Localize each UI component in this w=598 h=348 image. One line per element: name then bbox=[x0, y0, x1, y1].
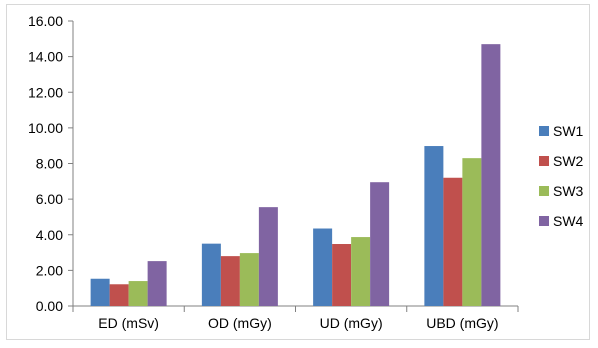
legend-label-sw1: SW1 bbox=[553, 123, 584, 139]
bar-sw4-0 bbox=[147, 261, 167, 306]
y-tick-label: 6.00 bbox=[36, 191, 63, 207]
bar-sw2-3 bbox=[443, 177, 463, 306]
bar-sw1-1 bbox=[201, 243, 221, 306]
legend: SW1 SW2 SW3 SW4 bbox=[539, 123, 584, 229]
bar-sw1-2 bbox=[313, 228, 333, 306]
bar-sw3-0 bbox=[128, 281, 148, 306]
legend-swatch-sw4 bbox=[539, 216, 549, 226]
bar-sw3-2 bbox=[351, 237, 371, 306]
bars bbox=[90, 44, 501, 306]
bar-sw4-2 bbox=[370, 182, 390, 306]
bar-sw1-3 bbox=[424, 146, 444, 306]
bar-sw2-1 bbox=[220, 256, 240, 306]
y-axis-ticks: 0.00 2.00 4.00 6.00 8.00 10.00 12.00 14.00 16.00 bbox=[28, 13, 73, 314]
y-tick-label: 12.00 bbox=[28, 84, 63, 100]
legend-label-sw4: SW4 bbox=[553, 213, 584, 229]
bar-sw4-3 bbox=[481, 44, 501, 306]
legend-swatch-sw3 bbox=[539, 186, 549, 196]
y-tick-label: 0.00 bbox=[36, 298, 63, 314]
y-tick-label: 2.00 bbox=[36, 262, 63, 278]
bar-sw1-0 bbox=[90, 278, 110, 306]
legend-label-sw2: SW2 bbox=[553, 153, 584, 169]
y-tick-label: 16.00 bbox=[28, 13, 63, 29]
x-tick-label: OD (mGy) bbox=[208, 315, 272, 331]
x-tick-label: UD (mGy) bbox=[320, 315, 383, 331]
x-axis-ticks: ED (mSv) OD (mGy) UD (mGy) UBD (mGy) bbox=[72, 306, 519, 331]
y-tick-label: 10.00 bbox=[28, 120, 63, 136]
bar-sw3-1 bbox=[239, 253, 259, 306]
legend-swatch-sw1 bbox=[539, 126, 549, 136]
y-tick-label: 14.00 bbox=[28, 49, 63, 65]
x-tick-label: ED (mSv) bbox=[98, 315, 159, 331]
bar-sw2-2 bbox=[332, 244, 352, 306]
legend-swatch-sw2 bbox=[539, 156, 549, 166]
y-tick-label: 8.00 bbox=[36, 156, 63, 172]
bar-sw3-3 bbox=[462, 158, 482, 306]
x-tick-label: UBD (mGy) bbox=[426, 315, 498, 331]
y-tick-label: 4.00 bbox=[36, 227, 63, 243]
bar-sw4-1 bbox=[258, 207, 278, 306]
bar-sw2-0 bbox=[109, 284, 129, 306]
legend-label-sw3: SW3 bbox=[553, 183, 584, 199]
